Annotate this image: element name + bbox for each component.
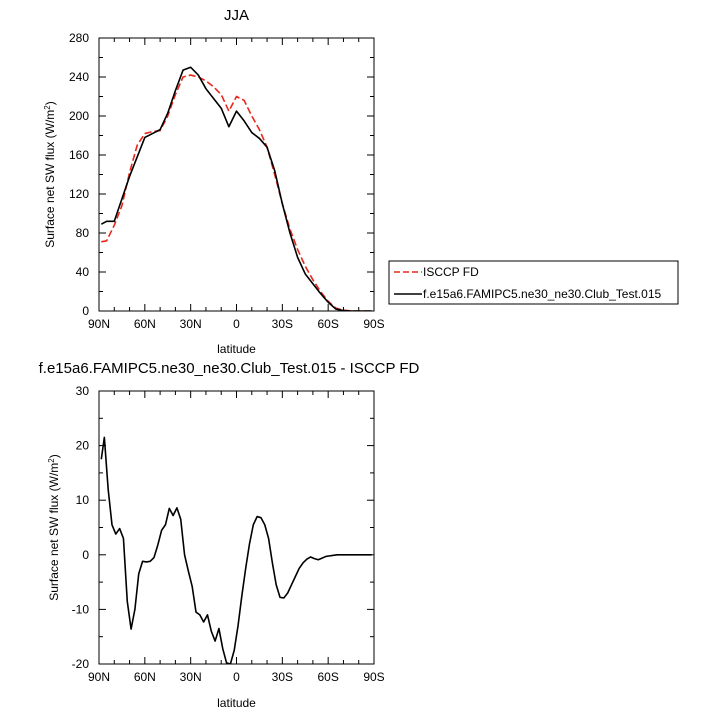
bottom-y-tick-label: 10 xyxy=(76,493,90,507)
top-y-axis-unit-close: ) xyxy=(43,101,57,105)
bottom-y-tick-label: 0 xyxy=(82,548,89,562)
top-y-axis-label: Surface net SW flux (W/m2) xyxy=(43,101,58,248)
top-y-tick-label: 120 xyxy=(69,187,89,201)
bottom-panel: f.e15a6.FAMIPC5.ne30_ne30.Club_Test.015 … xyxy=(39,360,420,710)
top-x-tick-label: 60N xyxy=(134,317,156,331)
bottom-x-axis-label: latitude xyxy=(217,696,256,710)
bottom-y-tick-label: 30 xyxy=(76,384,90,398)
legend-box xyxy=(388,260,679,305)
top-panel: JJA 90N 60N 30N 0 30S 60S 90S 0 40 80 120 160 200 240… xyxy=(43,7,385,356)
top-series-layer xyxy=(100,66,372,311)
top-x-tick-label: 30S xyxy=(272,317,293,331)
bottom-y-axis-unit-close: ) xyxy=(47,454,61,458)
top-y-tick-label: 80 xyxy=(76,226,90,240)
top-x-tick-label: 60S xyxy=(317,317,338,331)
legend: ISCCP FD f.e15a6.FAMIPC5.ne30_ne30.Club_… xyxy=(388,260,679,305)
top-y-axis-unit-exp: 2 xyxy=(43,105,52,110)
top-ticks-layer: 90N 60N 30N 0 30S 60S 90S 0 40 80 120 160 200 240 280 xyxy=(69,31,385,331)
bottom-y-axis-label: Surface net SW flux (W/m2) xyxy=(47,454,62,601)
top-chart-title: JJA xyxy=(224,7,249,24)
bottom-x-tick-label: 90S xyxy=(363,670,384,684)
top-y-tick-label: 200 xyxy=(69,109,89,123)
bottom-x-tick-label: 60S xyxy=(317,670,338,684)
bottom-ticks-layer: 90N 60N 30N 0 30S 60S 90S -20 -10 0 10 20 30 xyxy=(72,384,385,684)
bottom-x-tick-label: 0 xyxy=(233,670,240,684)
bottom-series-layer xyxy=(100,436,372,664)
bottom-plot-frame xyxy=(98,390,375,665)
top-y-tick-label: 160 xyxy=(69,148,89,162)
bottom-x-tick-label: 30N xyxy=(180,670,202,684)
top-x-tick-label: 30N xyxy=(180,317,202,331)
top-x-tick-label: 90N xyxy=(88,317,110,331)
top-plot-frame xyxy=(98,37,375,312)
top-y-tick-label: 40 xyxy=(76,265,90,279)
top-x-axis-label: latitude xyxy=(217,342,256,356)
legend-label-isccp: ISCCP FD xyxy=(423,265,479,279)
top-y-tick-label: 0 xyxy=(82,304,89,318)
bottom-y-axis-label-text: Surface net SW flux xyxy=(47,495,61,601)
bottom-y-tick-label: -20 xyxy=(72,657,90,671)
top-y-axis-label-text: Surface net SW flux xyxy=(43,142,57,248)
top-x-tick-label: 90S xyxy=(363,317,384,331)
top-series-line-1 xyxy=(100,66,372,311)
bottom-y-axis-unit-open: ( xyxy=(47,487,61,494)
bottom-x-tick-label: 60N xyxy=(134,670,156,684)
top-y-axis-unit-open: ( xyxy=(43,134,57,141)
bottom-y-axis-unit-exp: 2 xyxy=(47,458,56,463)
bottom-y-tick-label: 20 xyxy=(76,439,90,453)
top-y-tick-label: 240 xyxy=(69,70,89,84)
top-x-tick-label: 0 xyxy=(233,317,240,331)
top-y-tick-label: 280 xyxy=(69,31,89,45)
bottom-y-axis-unit-base: W/m xyxy=(47,463,61,488)
top-y-axis-unit-base: W/m xyxy=(43,110,57,135)
legend-label-model: f.e15a6.FAMIPC5.ne30_ne30.Club_Test.015 xyxy=(423,287,661,301)
bottom-x-tick-label: 90N xyxy=(88,670,110,684)
bottom-x-tick-label: 30S xyxy=(272,670,293,684)
bottom-series-line-0 xyxy=(100,436,372,664)
bottom-y-tick-label: -10 xyxy=(72,602,90,616)
bottom-chart-title: f.e15a6.FAMIPC5.ne30_ne30.Club_Test.015 … xyxy=(39,360,420,377)
